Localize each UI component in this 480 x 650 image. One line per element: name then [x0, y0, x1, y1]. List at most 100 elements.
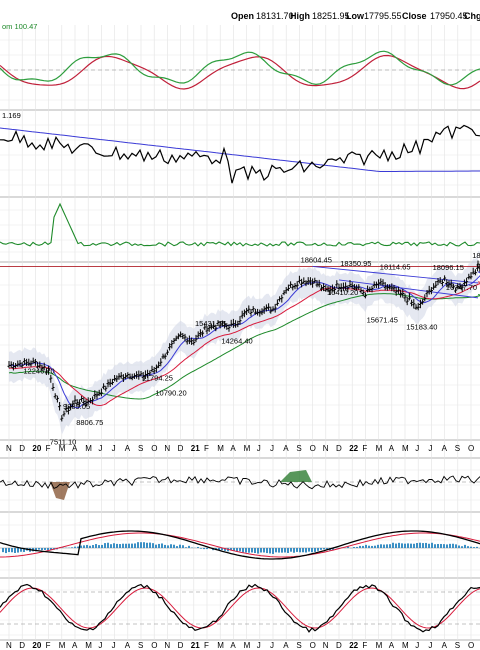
bottom-month-tick-label: S — [455, 641, 460, 650]
high-value: 18251.95 — [312, 11, 350, 21]
bottom-month-tick-label: J — [415, 641, 419, 650]
macd-histogram-bar — [290, 548, 292, 552]
month-tick-label: J — [98, 444, 102, 453]
high-label: High — [290, 11, 310, 21]
macd-histogram-bar — [320, 548, 322, 550]
macd-histogram-bar — [89, 545, 91, 548]
bottom-month-tick-label: J — [428, 641, 432, 650]
macd-histogram-bar — [233, 548, 235, 551]
bottom-month-tick-label: M — [376, 641, 383, 650]
macd-histogram-bar — [398, 542, 400, 548]
macd-histogram-bar — [206, 548, 208, 550]
macd-histogram-bar — [422, 543, 424, 548]
price-annotation: 8806.75 — [76, 418, 103, 427]
macd-histogram-bar — [428, 543, 430, 548]
macd-histogram-bar — [308, 548, 310, 552]
bottom-month-tick-label: F — [204, 641, 209, 650]
macd-histogram-bar — [125, 543, 127, 548]
macd-histogram-bar — [470, 546, 472, 548]
macd-histogram-bar — [311, 548, 313, 553]
price-annotation: 12246.70 — [23, 367, 54, 376]
macd-histogram-bar — [215, 548, 217, 550]
macd-histogram-bar — [314, 548, 316, 552]
macd-histogram-bar — [287, 548, 289, 554]
volatility-line — [0, 202, 480, 247]
macd-histogram-bar — [80, 545, 82, 548]
macd-histogram-bar — [473, 547, 475, 548]
macd-histogram-bar — [152, 543, 154, 548]
macd-histogram-bar — [332, 548, 334, 551]
macd-histogram-bar — [179, 544, 181, 548]
month-tick-label: A — [72, 444, 78, 453]
price-annotation: 18604.45 — [301, 255, 332, 264]
price-annotation: 9889.05 — [63, 402, 90, 411]
month-tick-label: O — [310, 444, 316, 453]
macd-histogram-bar — [107, 542, 109, 548]
price-annotation: 14264.40 — [221, 336, 252, 345]
macd-histogram-bar — [44, 548, 46, 550]
bottom-month-tick-label: A — [389, 641, 395, 650]
price-annotation: 10790.20 — [155, 388, 186, 397]
macd-histogram-bar — [407, 543, 409, 548]
bottom-month-tick-label: O — [468, 641, 474, 650]
month-tick-label: 22 — [349, 444, 358, 453]
breadth-line — [0, 475, 480, 490]
month-tick-label: J — [112, 444, 116, 453]
month-tick-label: M — [217, 444, 224, 453]
macd-histogram-bar — [221, 548, 223, 551]
month-tick-label: F — [204, 444, 209, 453]
bottom-month-tick-label: S — [296, 641, 301, 650]
month-tick-label: D — [178, 444, 184, 453]
rsi-line — [0, 50, 480, 86]
macd-histogram-bar — [185, 547, 187, 548]
ratio-moving-average — [0, 127, 480, 172]
macd-histogram-bar — [380, 544, 382, 548]
macd-histogram-bar — [197, 546, 199, 548]
price-annotation: 1888 — [472, 251, 480, 260]
macd-histogram-bar — [437, 543, 439, 548]
macd-histogram-bar — [116, 543, 118, 548]
macd-histogram-bar — [119, 544, 121, 548]
month-tick-label: A — [442, 444, 448, 453]
month-tick-label: J — [270, 444, 274, 453]
macd-histogram-bar — [248, 548, 250, 553]
macd-histogram-bar — [74, 546, 76, 548]
month-tick-label: S — [138, 444, 143, 453]
macd-histogram-bar — [5, 548, 7, 554]
rsi-signal-line — [0, 54, 480, 90]
month-tick-label: J — [428, 444, 432, 453]
macd-histogram-bar — [98, 545, 100, 548]
bottom-month-tick-label: A — [442, 641, 448, 650]
macd-histogram-bar — [299, 548, 301, 553]
macd-histogram-bar — [395, 543, 397, 548]
price-annotation: 11794.25 — [142, 373, 173, 382]
macd-histogram-bar — [278, 548, 280, 553]
macd-histogram-bar — [140, 542, 142, 548]
month-tick-label: O — [151, 444, 157, 453]
macd-histogram-bar — [101, 544, 103, 548]
month-tick-label: S — [455, 444, 460, 453]
breadth-negative-fill — [50, 482, 70, 500]
month-tick-label: N — [6, 444, 12, 453]
bottom-month-tick-label: M — [402, 641, 409, 650]
bollinger-band — [9, 250, 480, 435]
stochastic-line — [0, 583, 480, 633]
macd-histogram-bar — [440, 543, 442, 548]
macd-histogram-bar — [365, 544, 367, 548]
price-annotation: 15671.45 — [367, 315, 398, 324]
ratio-label: 1.169 — [2, 111, 21, 120]
bottom-month-tick-label: D — [19, 641, 25, 650]
price-annotation: 18350.95 — [340, 259, 371, 268]
macd-histogram-bar — [218, 548, 220, 551]
macd-histogram-bar — [410, 543, 412, 548]
bottom-month-tick-label: S — [138, 641, 143, 650]
month-tick-label: 20 — [32, 444, 41, 453]
ratio-line — [0, 124, 480, 184]
price-annotation: 15183.40 — [406, 323, 437, 332]
macd-histogram-bar — [236, 548, 238, 552]
macd-histogram-bar — [35, 548, 37, 552]
price-annotation: 18096.15 — [433, 263, 464, 272]
month-tick-label: O — [468, 444, 474, 453]
bottom-month-tick-label: A — [283, 641, 289, 650]
